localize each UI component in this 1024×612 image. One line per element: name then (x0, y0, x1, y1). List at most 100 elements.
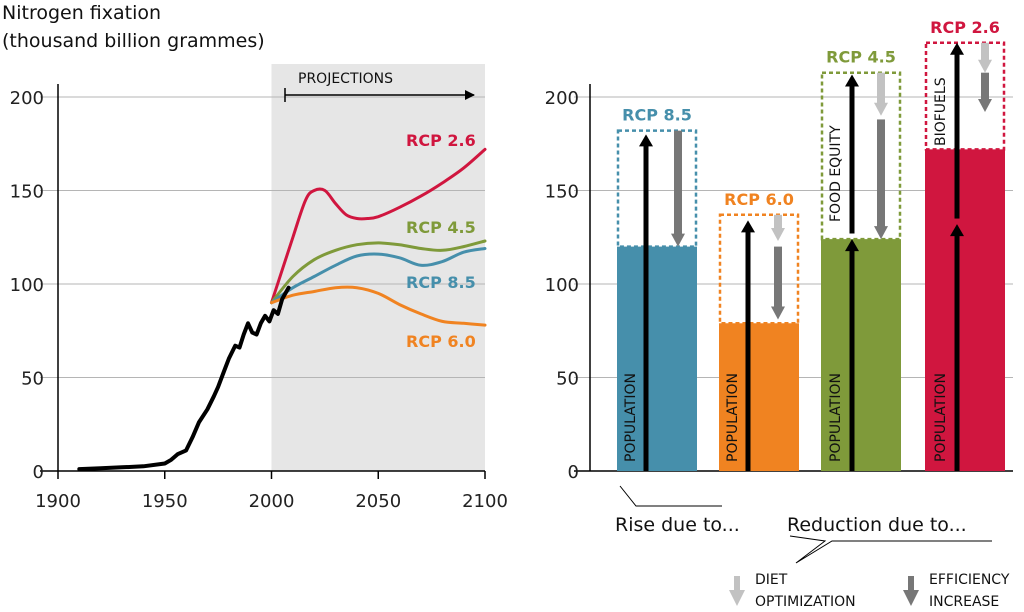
efficiency-arrow-rcp45-head (874, 226, 888, 240)
efficiency-arrow-rcp26-head (978, 98, 992, 112)
line-rcp-8-5 (270, 247, 487, 305)
efficiency-arrow-shaft (908, 576, 914, 592)
diet-arrow-shaft (734, 576, 740, 592)
diet-arrow-rcp60-head (771, 227, 785, 241)
bar-category-label-rcp-6-0: RCP 6.0 (724, 190, 794, 209)
diet-arrow-rcp26-head (978, 59, 992, 73)
food-equity-label: FOOD EQUITY (828, 125, 844, 222)
line-rcp-4-5 (270, 239, 487, 305)
rise-arrow-rcp85-shaft (643, 144, 649, 471)
projections-label: PROJECTIONS (298, 71, 393, 87)
rise-arrow-rcp26-biofuels-head (950, 42, 964, 55)
diet-arrow-icon (729, 590, 745, 606)
line-rcp-2-6 (270, 147, 487, 305)
rise-arrow-rcp60-shaft (745, 230, 751, 471)
series-label-rcp-2-6: RCP 2.6 (406, 131, 476, 150)
bar-rcp-6-0 (719, 323, 799, 471)
bar-rcp-4-5 (821, 239, 901, 471)
reduction-callout-pointer (789, 535, 992, 564)
right-y-tick-label: 200 (545, 88, 579, 109)
right-y-tick-label: 0 (568, 462, 579, 483)
bar-category-label-rcp-8-5: RCP 8.5 (622, 106, 692, 125)
bar-rcp-2-6 (925, 149, 1005, 472)
rise-callout-pointer (619, 485, 722, 507)
left-y-tick-label: 50 (21, 369, 44, 390)
rise-arrow-rcp26-population-head (950, 224, 964, 237)
efficiency-legend-line1: EFFICIENCY (929, 572, 1010, 588)
population-label-rcp85: POPULATION (623, 373, 639, 462)
diet-legend-line1: DIET (755, 572, 788, 588)
diet-arrow-rcp45-head (874, 102, 888, 116)
efficiency-arrow-rcp60-shaft (774, 246, 782, 308)
bars (616, 41, 1006, 472)
left-x-tick-label: 2050 (355, 491, 401, 512)
diet-optimization-legend: DIET OPTIMIZATION (729, 572, 856, 610)
line-series (77, 147, 487, 472)
y-axis-title-line2: (thousand billion grammes) (2, 30, 265, 52)
population-label-rcp45: POPULATION (828, 373, 844, 462)
series-label-rcp-8-5: RCP 8.5 (406, 273, 476, 292)
callouts: Rise due to... Reduction due to... (615, 485, 992, 564)
bar-category-label-rcp-4-5: RCP 4.5 (826, 48, 896, 67)
rise-arrow-rcp45-population-head (845, 239, 859, 252)
potential-box-rcp-8-5 (616, 129, 698, 248)
rise-arrow-rcp85-head (639, 134, 653, 147)
bar-rcp-8-5 (617, 246, 697, 471)
left-x-axis: 1900 1950 2000 2050 2100 (35, 471, 508, 512)
reduction-callout-text: Reduction due to... (787, 514, 967, 536)
rise-arrow-rcp26-population-shaft (954, 234, 960, 471)
left-x-tick-label: 1950 (142, 491, 188, 512)
bar-chart: 0 50 100 150 200 RCP 8.5 RCP 6.0 RCP 4.5 RCP 2.… (545, 18, 1013, 483)
left-x-tick-label: 2100 (462, 491, 508, 512)
right-y-tick-label: 150 (545, 182, 579, 203)
biofuels-label: BIOFUELS (933, 77, 949, 146)
efficiency-arrow-rcp45-shaft (877, 119, 885, 228)
rise-arrow-rcp45-equity-shaft (849, 84, 855, 234)
rise-arrow-rcp45-equity-head (845, 74, 859, 87)
potential-box-rcp-6-0 (718, 213, 800, 325)
left-x-tick-label: 2000 (249, 491, 295, 512)
left-y-tick-label: 0 (33, 462, 44, 483)
diet-legend-line2: OPTIMIZATION (755, 594, 856, 610)
rise-callout-text: Rise due to... (615, 514, 740, 536)
arrow-legend: DIET OPTIMIZATION EFFICIENCY INCREASE (729, 572, 1010, 610)
efficiency-arrow-rcp60-head (771, 306, 785, 320)
potential-box-rcp-4-5 (820, 71, 902, 241)
diet-arrow-rcp26-shaft (981, 42, 989, 61)
population-label-rcp26: POPULATION (933, 373, 949, 462)
projections-annotation: PROJECTIONS (284, 71, 475, 102)
left-y-axis: 0 50 100 150 200 (10, 88, 44, 483)
left-y-tick-label: 150 (10, 182, 44, 203)
efficiency-arrow-rcp85-shaft (674, 130, 682, 235)
efficiency-legend-line2: INCREASE (929, 594, 999, 610)
efficiency-increase-legend: EFFICIENCY INCREASE (903, 572, 1010, 610)
left-gridlines (40, 84, 485, 472)
line-rcp-6-0 (270, 285, 487, 327)
right-y-tick-label: 50 (556, 369, 579, 390)
rise-arrow-rcp45-population-shaft (849, 249, 855, 471)
bar-labels: RCP 8.5 RCP 6.0 RCP 4.5 RCP 2.6 POPULATION PO… (622, 18, 1000, 462)
series-label-rcp-4-5: RCP 4.5 (406, 218, 476, 237)
diet-arrow-rcp45-shaft (877, 72, 885, 104)
left-x-tick-label: 1900 (35, 491, 81, 512)
right-y-tick-label: 100 (545, 275, 579, 296)
line-chart: 0 50 100 150 200 1900 1950 2000 2050 2100 PROJEC… (10, 64, 508, 512)
projection-region (271, 64, 485, 471)
efficiency-arrow-rcp85-head (671, 233, 685, 247)
left-y-tick-label: 100 (10, 275, 44, 296)
y-axis-title-line1: Nitrogen fixation (2, 2, 162, 24)
efficiency-arrow-icon (903, 590, 919, 606)
left-y-tick-label: 200 (10, 88, 44, 109)
series-label-rcp-6-0: RCP 6.0 (406, 332, 476, 351)
potential-box-rcp-2-6 (924, 41, 1006, 151)
efficiency-arrow-rcp26-shaft (981, 72, 989, 100)
diet-arrow-rcp60-shaft (774, 214, 782, 229)
line-historical (77, 285, 291, 472)
rise-arrow-rcp60-head (741, 220, 755, 233)
bar-category-label-rcp-2-6: RCP 2.6 (930, 18, 1000, 37)
series-labels: RCP 2.6 RCP 4.5 RCP 8.5 RCP 6.0 (406, 131, 476, 351)
population-label-rcp60: POPULATION (725, 373, 741, 462)
right-y-axis: 0 50 100 150 200 (545, 88, 579, 483)
rise-arrow-rcp26-biofuels-shaft (954, 52, 960, 219)
